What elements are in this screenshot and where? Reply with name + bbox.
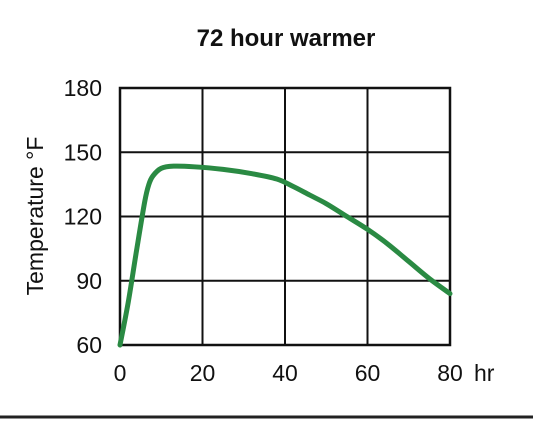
x-unit-label: hr — [474, 360, 495, 386]
chart-title: 72 hour warmer — [197, 25, 376, 52]
grid-lines — [120, 88, 450, 345]
y-tick-label: 150 — [64, 139, 102, 165]
x-axis-ticks: 0 20 40 60 80 — [114, 360, 463, 386]
y-tick-label: 60 — [76, 332, 102, 358]
series-line — [117, 163, 453, 348]
y-tick-label: 120 — [64, 204, 102, 230]
y-axis-label: Temperature °F — [22, 137, 48, 296]
y-tick-label: 90 — [76, 268, 102, 294]
y-axis-ticks: 60 90 120 150 180 — [64, 75, 102, 358]
x-tick-label: 80 — [437, 360, 463, 386]
x-tick-label: 0 — [114, 360, 127, 386]
series-group — [117, 163, 453, 348]
x-tick-label: 40 — [272, 360, 298, 386]
plot-frame — [118, 86, 452, 347]
x-tick-label: 60 — [355, 360, 381, 386]
y-tick-label: 180 — [64, 75, 102, 101]
x-tick-label: 20 — [190, 360, 216, 386]
